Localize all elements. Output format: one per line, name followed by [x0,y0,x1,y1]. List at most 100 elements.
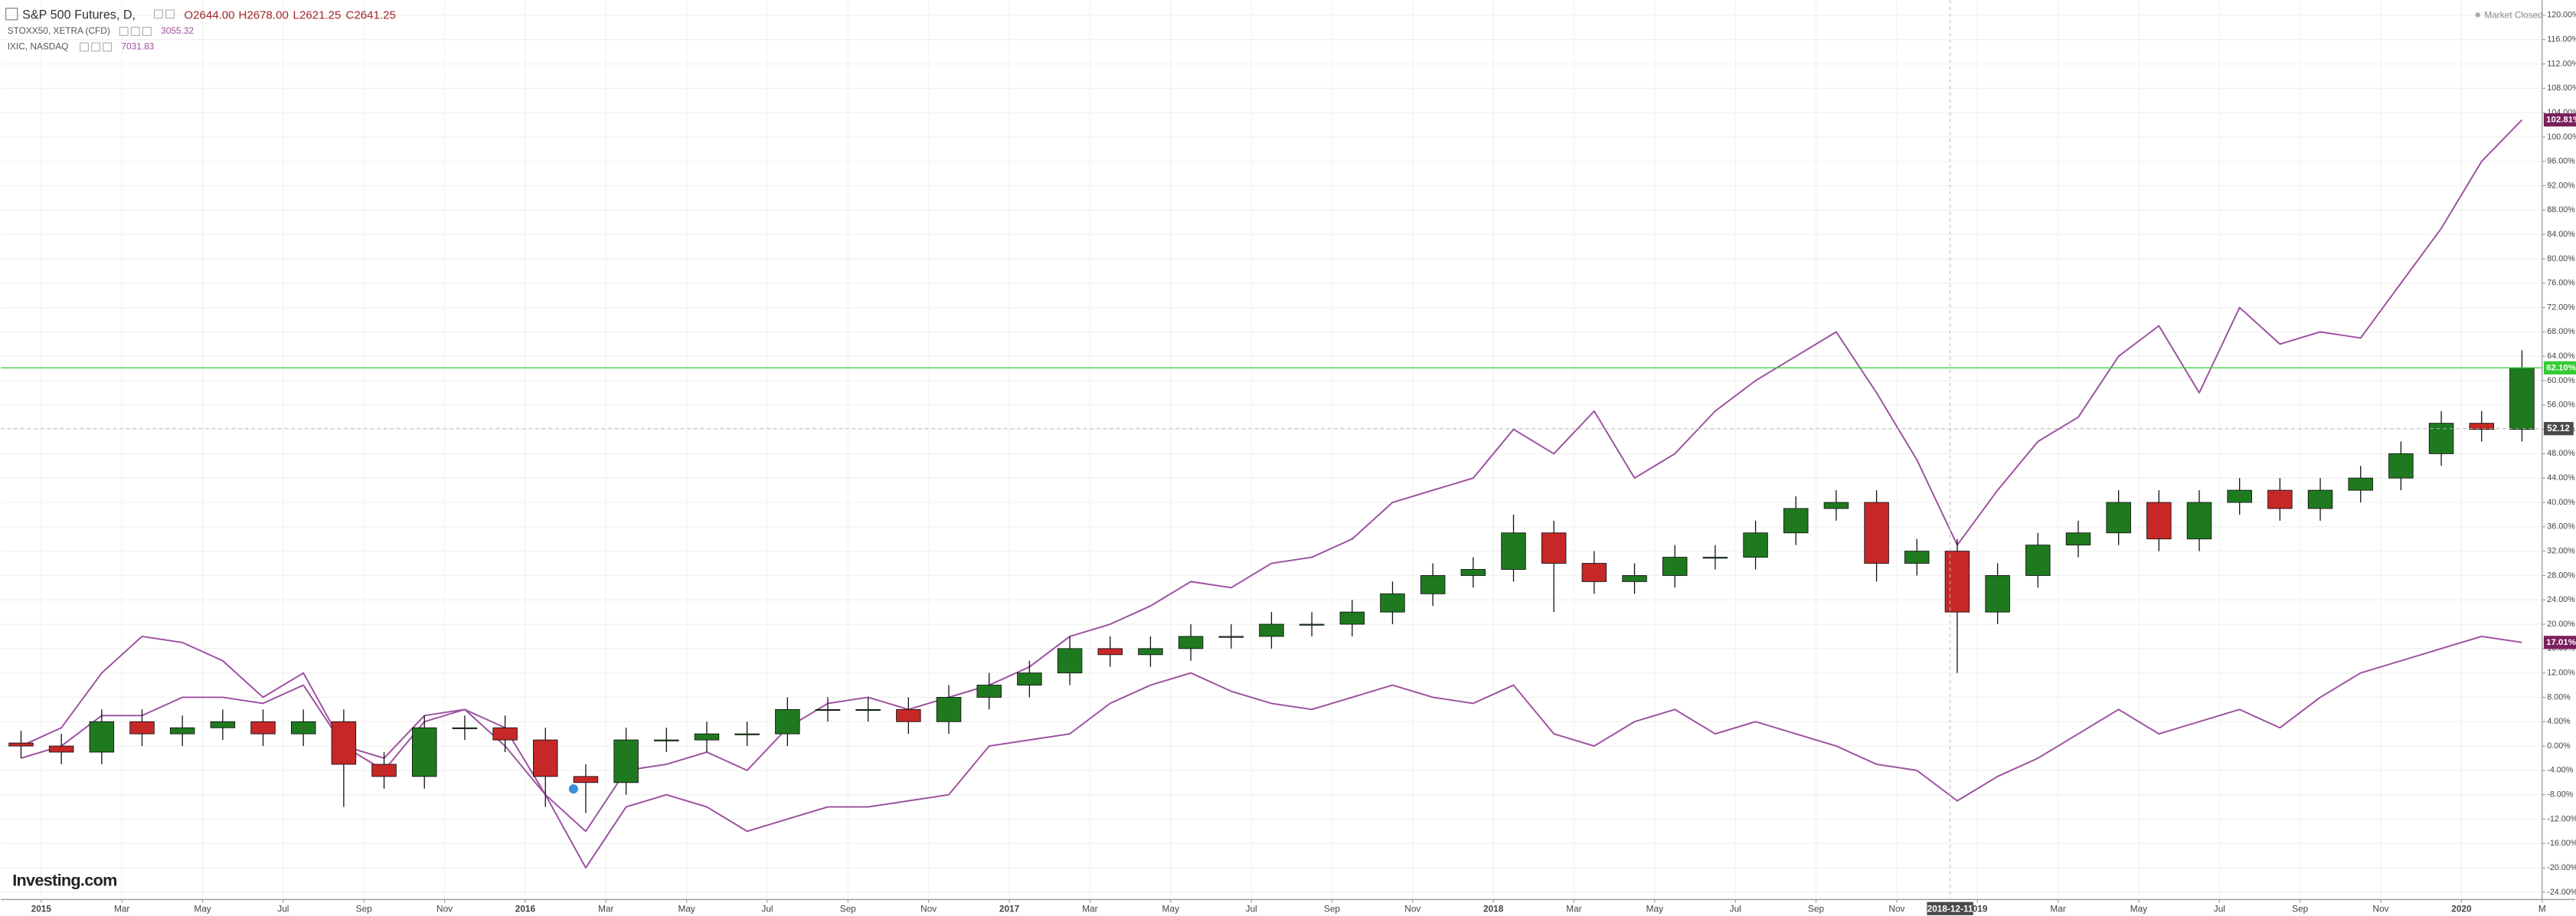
candle-body [1944,551,1970,613]
event-marker[interactable] [567,783,580,795]
y-tick-label: -20.00% [2547,863,2576,872]
y-tick-label: 96.00% [2547,157,2575,166]
legend-icon[interactable] [142,27,152,36]
status-dot [2475,12,2480,18]
x-tick-label: 2018 [1483,904,1504,914]
x-tick-label: Sep [2292,904,2308,914]
collapse-icon[interactable] [5,8,18,21]
candle-body [2509,367,2535,430]
last-value-label: 102.81% [2546,116,2576,125]
candle-body [1662,557,1688,576]
candle-body [2388,453,2414,479]
x-tick-label: May [2130,904,2147,914]
y-tick-label: -16.00% [2547,839,2576,848]
candle-body [613,739,639,784]
x-tick-label: Sep [840,904,856,914]
candle-body [1622,574,1647,582]
x-tick-label: M [2538,904,2546,914]
candle-body [371,764,397,777]
ohlc-high: H2678.00 [238,8,288,21]
x-tick-label: Mar [2050,904,2065,914]
candle-body [1097,648,1123,656]
last-value-label-bg [2543,636,2576,649]
last-value-label: 62.10% [2546,363,2576,372]
x-tick-label: Jul [761,904,773,914]
candle-body [976,685,1002,698]
hide-icon[interactable] [165,9,175,19]
candle-body [250,721,276,734]
x-tick-label: May [1162,904,1179,914]
candle-body [573,776,599,784]
last-value-label: 17.01% [2546,638,2576,647]
candle-body [2065,532,2091,546]
candle-body [2267,489,2293,509]
candle-body [2146,502,2172,540]
x-tick-label: 2020 [2451,904,2472,914]
candle-body [169,727,195,734]
x-tick-label: Sep [356,904,372,914]
legend-icon[interactable] [91,42,100,52]
y-tick-label: 108.00% [2547,83,2576,93]
y-tick-label: 100.00% [2547,132,2576,142]
crosshair-x-label-bg [1927,901,1973,915]
candle-body [1460,569,1486,576]
legend-price: 7031.83 [121,41,154,52]
ohlc-low: L2621.25 [293,8,342,21]
x-tick-label: Nov [920,904,937,914]
candle-body [1501,532,1526,570]
candle-body [2307,489,2333,509]
legend-icon[interactable] [130,27,140,36]
candle-body [1783,508,1809,534]
candle-body [855,708,881,712]
series-line [21,119,2523,833]
x-tick-label: Jul [2214,904,2225,914]
x-tick-label: May [678,904,695,914]
candle-body [896,708,921,722]
x-tick-label: Nov [2373,904,2389,914]
candle-body [2227,489,2252,503]
legend-icon[interactable] [119,27,129,36]
candle-body [815,708,841,712]
candle-body [533,739,558,777]
y-tick-label: 112.00% [2547,59,2576,68]
y-tick-label: 48.00% [2547,449,2575,458]
legend-icon[interactable] [103,42,113,52]
y-tick-label: 116.00% [2547,35,2576,44]
logo: Investing.com [12,871,116,889]
candle-body [1259,623,1284,637]
y-tick-label: -8.00% [2547,790,2574,800]
y-tick-label: 12.00% [2547,668,2575,677]
x-tick-label: Jul [1246,904,1257,914]
legend-name: STOXX50, XETRA (CFD) [8,25,110,36]
axes: -24.00% -20.00% -16.00% -12.00% -8.00% -4.00%… [31,11,2576,915]
x-tick-label: Jul [277,904,289,914]
y-tick-label: 84.00% [2547,230,2575,239]
settings-icon[interactable] [154,9,163,19]
x-tick-label: 2016 [515,904,536,914]
y-tick-label: 20.00% [2547,620,2575,629]
x-tick-label: Jul [1730,904,1741,914]
x-tick-label: 2017 [999,904,1020,914]
y-tick-label: 88.00% [2547,205,2575,214]
main-title: S&P 500 Futures, D, [22,8,136,22]
candle-body [412,727,437,777]
y-tick-label: 72.00% [2547,303,2575,312]
x-tick-label: Sep [1808,904,1824,914]
legend-icon[interactable] [80,42,89,52]
x-tick-label: Mar [1082,904,1097,914]
x-tick-label: May [194,904,211,914]
y-tick-label: -4.00% [2547,766,2574,775]
y-tick-label: 44.00% [2547,473,2575,483]
candle-body [1904,551,1930,564]
y-tick-label: 120.00% [2547,11,2576,20]
y-tick-label: -12.00% [2547,814,2576,823]
candle-body [1581,563,1607,582]
y-tick-label: 40.00% [2547,498,2575,507]
candle-body [1743,532,1768,558]
y-tick-label: 76.00% [2547,279,2575,288]
y-tick-label: 36.00% [2547,522,2575,532]
y-tick-label: 64.00% [2547,352,2575,361]
candle-body [8,742,34,747]
